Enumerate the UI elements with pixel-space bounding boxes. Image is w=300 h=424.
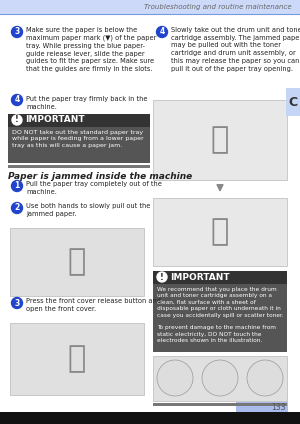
Text: Make sure the paper is below the
maximum paper mark (▼) of the paper
tray. While: Make sure the paper is below the maximum… xyxy=(26,27,156,72)
Bar xyxy=(10,228,144,296)
Bar xyxy=(153,403,287,406)
Circle shape xyxy=(157,26,167,37)
Circle shape xyxy=(11,181,22,192)
Circle shape xyxy=(247,360,283,396)
Text: 2: 2 xyxy=(14,204,20,212)
Bar xyxy=(10,323,144,395)
Bar xyxy=(153,356,287,401)
Text: !: ! xyxy=(160,273,164,282)
Circle shape xyxy=(11,95,22,106)
Text: 3: 3 xyxy=(14,28,20,36)
Text: We recommend that you place the drum
unit and toner cartridge assembly on a
clea: We recommend that you place the drum uni… xyxy=(157,287,284,343)
Bar xyxy=(153,271,287,284)
Bar xyxy=(8,127,150,163)
Bar xyxy=(8,114,150,127)
Text: 🖨: 🖨 xyxy=(68,248,86,276)
Text: 133: 133 xyxy=(272,402,286,412)
Text: 4: 4 xyxy=(14,95,20,104)
Text: IMPORTANT: IMPORTANT xyxy=(25,115,85,125)
Circle shape xyxy=(157,272,167,282)
Bar xyxy=(8,165,150,168)
Text: C: C xyxy=(288,95,298,109)
Text: Slowly take out the drum unit and toner
cartridge assembly. The jammed paper
may: Slowly take out the drum unit and toner … xyxy=(171,27,300,72)
Circle shape xyxy=(157,360,193,396)
Text: Paper is jammed inside the machine: Paper is jammed inside the machine xyxy=(8,172,192,181)
Text: Use both hands to slowly pull out the
jammed paper.: Use both hands to slowly pull out the ja… xyxy=(26,203,150,217)
Text: 🖨: 🖨 xyxy=(68,344,86,374)
Text: !: ! xyxy=(15,115,19,125)
Text: DO NOT take out the standard paper tray
while paper is feeding from a lower pape: DO NOT take out the standard paper tray … xyxy=(12,130,144,148)
Text: 4: 4 xyxy=(159,28,165,36)
Text: Troubleshooting and routine maintenance: Troubleshooting and routine maintenance xyxy=(144,4,292,10)
Text: IMPORTANT: IMPORTANT xyxy=(170,273,230,282)
Text: 🖨: 🖨 xyxy=(211,126,229,154)
Bar xyxy=(236,402,288,412)
Bar xyxy=(0,412,300,424)
Text: 3: 3 xyxy=(14,298,20,307)
Bar xyxy=(0,0,300,14)
Circle shape xyxy=(12,115,22,125)
Text: 🖨: 🖨 xyxy=(211,218,229,246)
Text: Put the paper tray firmly back in the
machine.: Put the paper tray firmly back in the ma… xyxy=(26,96,148,110)
Circle shape xyxy=(11,298,22,309)
Text: Pull the paper tray completely out of the
machine.: Pull the paper tray completely out of th… xyxy=(26,181,162,195)
Circle shape xyxy=(202,360,238,396)
Bar xyxy=(153,284,287,352)
Text: 1: 1 xyxy=(14,181,20,190)
Bar xyxy=(153,198,287,266)
Bar xyxy=(153,100,287,180)
Circle shape xyxy=(11,26,22,37)
Text: Press the front cover release button and
open the front cover.: Press the front cover release button and… xyxy=(26,298,161,312)
Bar xyxy=(286,88,300,116)
Circle shape xyxy=(11,203,22,214)
